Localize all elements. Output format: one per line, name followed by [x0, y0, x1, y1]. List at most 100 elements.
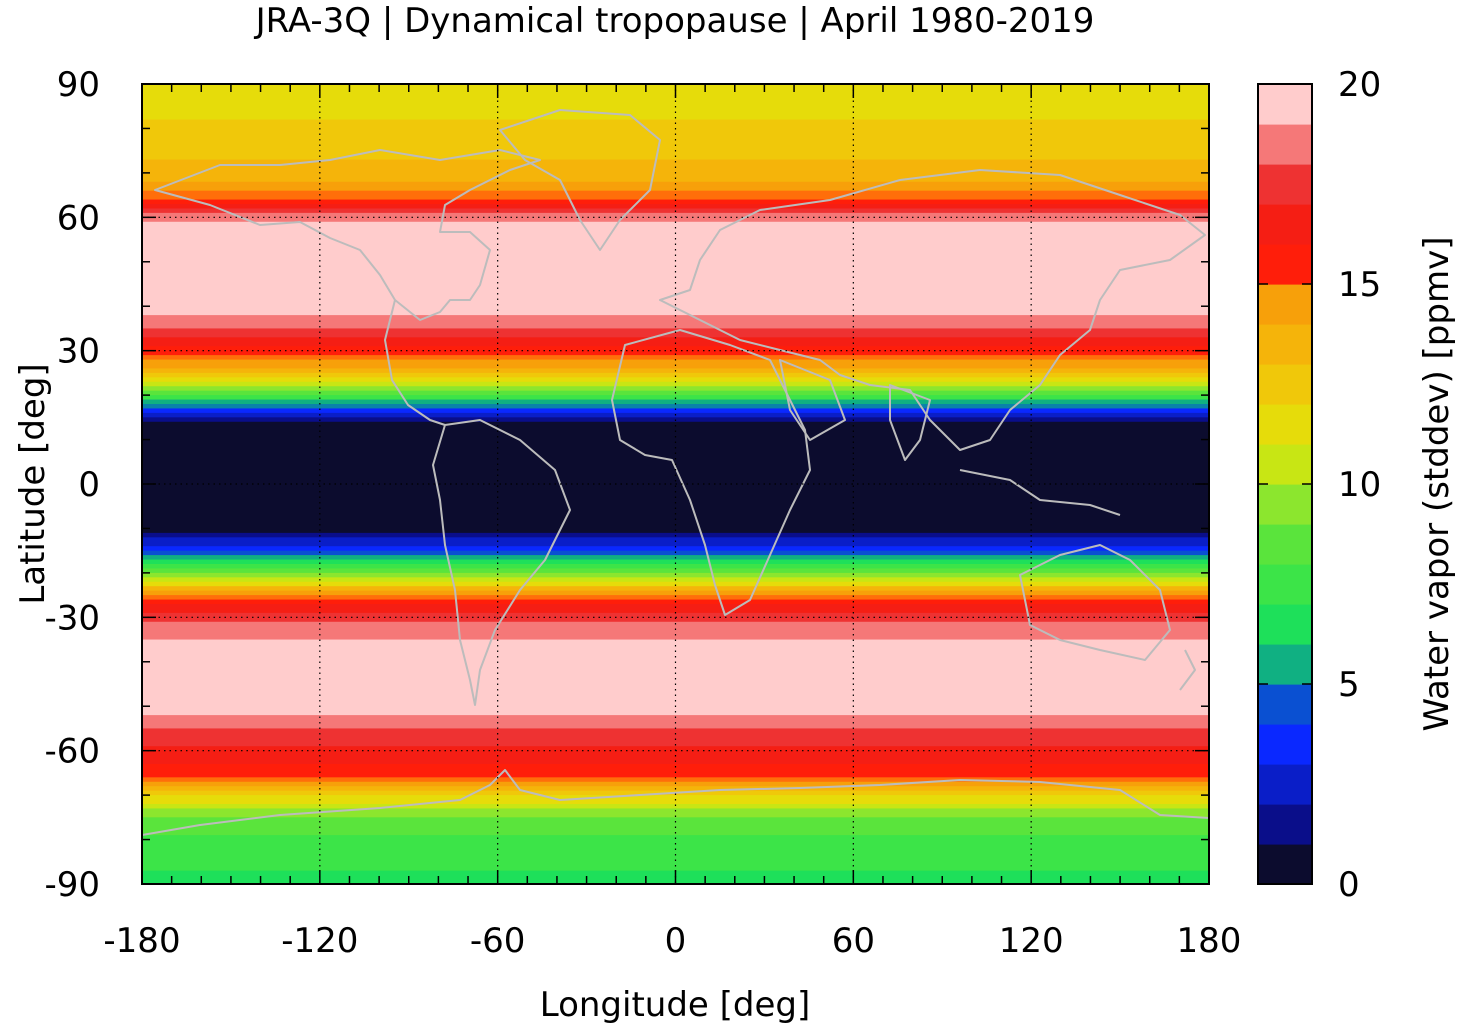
coastline-north-america [154, 149, 541, 321]
y-axis-label: Latitude [deg] [13, 363, 53, 604]
heatmap-band [142, 746, 1209, 752]
heatmap-band [142, 688, 1209, 694]
heatmap-band [142, 261, 1209, 267]
heatmap-band [142, 812, 1209, 818]
heatmap-band [142, 799, 1209, 805]
heatmap-band [142, 644, 1209, 650]
colorbar-segment [1258, 364, 1312, 405]
heatmap-band [142, 128, 1209, 134]
heatmap-band [142, 319, 1209, 325]
heatmap-band [142, 559, 1209, 565]
coastline-africa [611, 329, 811, 616]
heatmap-band [142, 239, 1209, 245]
heatmap-plot [142, 84, 1209, 884]
heatmap-band [142, 515, 1209, 521]
heatmap-band [142, 657, 1209, 663]
colorbar-segment [1258, 724, 1312, 765]
x-tick-label: -60 [470, 921, 526, 961]
colorbar-segment [1258, 804, 1312, 845]
heatmap-band [142, 381, 1209, 387]
coastline-antarctica [142, 769, 1209, 836]
heatmap-band [142, 479, 1209, 485]
y-tick-label: 30 [57, 332, 100, 372]
heatmap-band [142, 408, 1209, 414]
heatmap-band [142, 266, 1209, 272]
heatmap-band [142, 666, 1209, 672]
heatmap-band [142, 444, 1209, 450]
grid-lines [142, 84, 1209, 884]
heatmap-band [142, 204, 1209, 210]
tick-marks [141, 83, 1210, 885]
heatmap-band [142, 364, 1209, 370]
heatmap-band [142, 590, 1209, 596]
heatmap-band [142, 839, 1209, 845]
heatmap-band [142, 706, 1209, 712]
heatmap-band [142, 386, 1209, 392]
heatmap-band [142, 430, 1209, 436]
y-tick-label: -30 [44, 598, 100, 638]
colorbar-segment [1258, 324, 1312, 365]
colorbar-segment [1258, 444, 1312, 485]
colorbar-segment [1258, 484, 1312, 525]
heatmap-band [142, 315, 1209, 321]
heatmap-band [142, 679, 1209, 685]
heatmap-band [142, 697, 1209, 703]
heatmap-band [142, 257, 1209, 263]
heatmap-band [142, 844, 1209, 850]
heatmap-band [142, 550, 1209, 556]
heatmap-band [142, 586, 1209, 592]
heatmap-band [142, 355, 1209, 361]
coastline-central-america [384, 299, 446, 426]
y-tick-label: 0 [78, 465, 100, 505]
chart-title: JRA-3Q | Dynamical tropopause | April 19… [254, 1, 1095, 41]
heatmap-band [142, 372, 1209, 378]
y-tick-label: 90 [57, 65, 100, 105]
heatmap-band [142, 421, 1209, 427]
heatmap-band [142, 728, 1209, 734]
coastline-india [889, 384, 931, 461]
heatmap-band [142, 541, 1209, 547]
heatmap-band [142, 457, 1209, 463]
heatmap-band [142, 848, 1209, 854]
heatmap-band [142, 772, 1209, 778]
colorbar-segment [1258, 644, 1312, 685]
heatmap-band [142, 177, 1209, 183]
x-tick-label: 60 [832, 921, 875, 961]
heatmap-band [142, 617, 1209, 623]
heatmap-band [142, 155, 1209, 161]
heatmap-band [142, 639, 1209, 645]
heatmap-band [142, 217, 1209, 223]
heatmap-band [142, 564, 1209, 570]
colorbar-tick-labels: 0 5 10 15 20 [1258, 65, 1381, 905]
coastline-eurasia [659, 169, 1206, 451]
heatmap-band [142, 452, 1209, 458]
heatmap-band [142, 190, 1209, 196]
heatmap-band [142, 284, 1209, 290]
heatmap-band [142, 199, 1209, 205]
colorbar-segment [1258, 84, 1312, 125]
x-tick-label: -180 [103, 921, 180, 961]
heatmap-band [142, 595, 1209, 601]
heatmap-band [142, 168, 1209, 174]
heatmap-band [142, 826, 1209, 832]
heatmap-band [142, 359, 1209, 365]
x-tick-labels: -180 -120 -60 0 60 120 180 [103, 921, 1241, 961]
heatmap-band [142, 724, 1209, 730]
y-tick-labels: 90 60 30 0 -30 -60 -90 [44, 65, 100, 905]
heatmap-band [142, 470, 1209, 476]
heatmap-band [142, 675, 1209, 681]
colorbar-tick-label: 10 [1338, 465, 1381, 505]
heatmap-band [142, 141, 1209, 147]
heatmap-band [142, 248, 1209, 254]
colorbar-tick-label: 0 [1338, 865, 1360, 905]
coastlines [142, 109, 1209, 836]
colorbar-segment [1258, 204, 1312, 245]
heatmap-band [142, 101, 1209, 107]
heatmap-band [142, 684, 1209, 690]
heatmap-band [142, 492, 1209, 498]
x-tick-label: 180 [1177, 921, 1242, 961]
coastline-new-zealand [1179, 649, 1196, 691]
colorbar-segment [1258, 124, 1312, 165]
colorbar-segment [1258, 244, 1312, 285]
